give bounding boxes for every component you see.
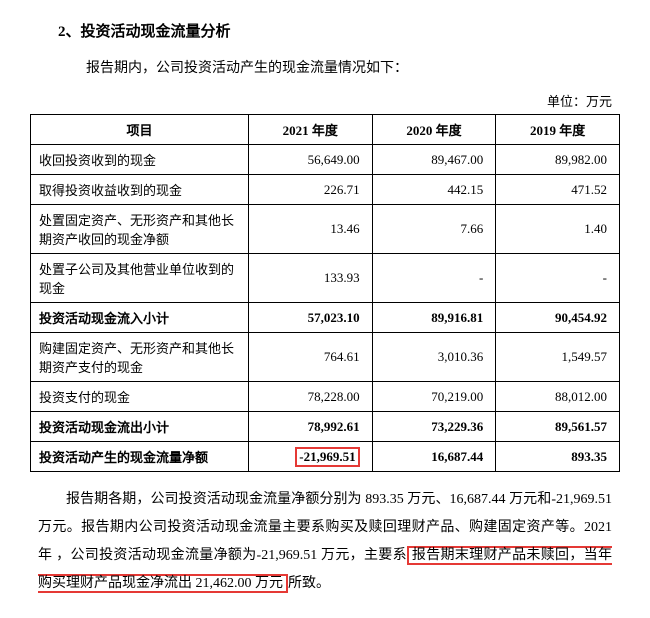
row-value: 89,467.00 [372, 145, 496, 175]
row-label: 投资活动现金流出小计 [31, 412, 249, 442]
row-value: 78,992.61 [248, 412, 372, 442]
row-value: 89,916.81 [372, 303, 496, 333]
row-label: 购建固定资产、无形资产和其他长期资产支付的现金 [31, 333, 249, 382]
row-value: - [372, 254, 496, 303]
unit-label: 单位：万元 [30, 91, 612, 110]
row-value: 471.52 [496, 175, 620, 205]
table-row: 投资支付的现金78,228.0070,219.0088,012.00 [31, 382, 620, 412]
table-row: 处置子公司及其他营业单位收到的现金133.93-- [31, 254, 620, 303]
row-value: -21,969.51 [248, 442, 372, 472]
row-value: 226.71 [248, 175, 372, 205]
row-value: 57,023.10 [248, 303, 372, 333]
row-value: 1,549.57 [496, 333, 620, 382]
row-value: 442.15 [372, 175, 496, 205]
table-row: 处置固定资产、无形资产和其他长期资产收回的现金净额13.467.661.40 [31, 205, 620, 254]
row-value: 16,687.44 [372, 442, 496, 472]
col-2019: 2019 年度 [496, 115, 620, 145]
col-2020: 2020 年度 [372, 115, 496, 145]
table-header-row: 项目 2021 年度 2020 年度 2019 年度 [31, 115, 620, 145]
row-label: 取得投资收益收到的现金 [31, 175, 249, 205]
row-value: 89,561.57 [496, 412, 620, 442]
row-value: 78,228.00 [248, 382, 372, 412]
row-value: - [496, 254, 620, 303]
col-2021: 2021 年度 [248, 115, 372, 145]
row-label: 投资支付的现金 [31, 382, 249, 412]
row-label: 处置子公司及其他营业单位收到的现金 [31, 254, 249, 303]
col-project: 项目 [31, 115, 249, 145]
table-row: 收回投资收到的现金56,649.0089,467.0089,982.00 [31, 145, 620, 175]
table-row: 投资活动现金流出小计78,992.6173,229.3689,561.57 [31, 412, 620, 442]
table-row: 投资活动产生的现金流量净额 -21,969.51 16,687.44893.35 [31, 442, 620, 472]
row-label: 投资活动现金流入小计 [31, 303, 249, 333]
row-label: 处置固定资产、无形资产和其他长期资产收回的现金净额 [31, 205, 249, 254]
analysis-paragraph: 报告期各期，公司投资活动现金流量净额分别为 893.35 万元、16,687.4… [38, 486, 612, 598]
table-row: 购建固定资产、无形资产和其他长期资产支付的现金764.613,010.361,5… [31, 333, 620, 382]
row-value: 89,982.00 [496, 145, 620, 175]
row-label: 收回投资收到的现金 [31, 145, 249, 175]
row-value: 13.46 [248, 205, 372, 254]
row-value: 70,219.00 [372, 382, 496, 412]
table-row: 取得投资收益收到的现金226.71442.15471.52 [31, 175, 620, 205]
row-value: 764.61 [248, 333, 372, 382]
section-title: 2、投资活动现金流量分析 [58, 20, 620, 41]
row-value: 73,229.36 [372, 412, 496, 442]
highlight-value: -21,969.51 [295, 447, 359, 467]
row-value: 7.66 [372, 205, 496, 254]
row-value: 893.35 [496, 442, 620, 472]
table-row: 投资活动现金流入小计57,023.1089,916.8190,454.92 [31, 303, 620, 333]
row-value: 56,649.00 [248, 145, 372, 175]
intro-text: 报告期内，公司投资活动产生的现金流量情况如下： [58, 57, 620, 77]
para-post: 所致。 [288, 576, 330, 591]
row-value: 88,012.00 [496, 382, 620, 412]
row-value: 3,010.36 [372, 333, 496, 382]
row-label: 投资活动产生的现金流量净额 [31, 442, 249, 472]
row-value: 90,454.92 [496, 303, 620, 333]
row-value: 133.93 [248, 254, 372, 303]
cashflow-table: 项目 2021 年度 2020 年度 2019 年度 收回投资收到的现金56,6… [30, 114, 620, 472]
row-value: 1.40 [496, 205, 620, 254]
